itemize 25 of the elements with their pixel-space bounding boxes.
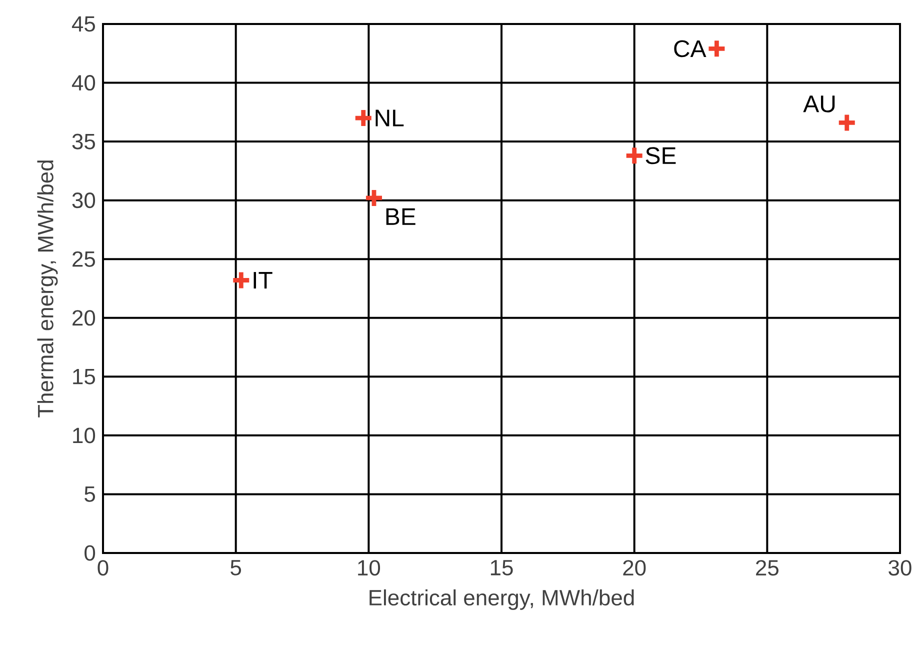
x-tick-label: 10 [358, 560, 380, 576]
x-tick-label: 25 [756, 560, 778, 576]
y-tick-label: 40 [72, 75, 96, 91]
y-tick-label: 15 [73, 368, 95, 384]
y-tick-label: 25 [72, 251, 95, 267]
x-tick-label: 15 [490, 560, 513, 576]
x-axis-title: Electrical energy, MWh/bed [370, 589, 634, 610]
y-tick-label: 20 [72, 310, 96, 326]
y-tick-label: 10 [73, 428, 96, 444]
y-tick-label: 0 [84, 545, 96, 561]
annotation: NL [376, 110, 404, 126]
y-tick-label: 35 [72, 134, 95, 150]
x-tick-label: 20 [623, 560, 646, 576]
x-tick-label: 5 [230, 560, 242, 576]
annotation: IT [254, 272, 272, 289]
y-tick-label: 30 [72, 192, 96, 208]
y-tick-label: 45 [72, 16, 95, 32]
annotation: SE [646, 147, 676, 164]
y-tick-label: 5 [84, 486, 95, 502]
annotation: CA [674, 40, 706, 58]
annotation: AU [803, 96, 835, 112]
annotation: BE [386, 208, 416, 225]
x-tick-label: 0 [98, 560, 108, 576]
y-axis-title: Thermal energy, MWh/bed [37, 160, 58, 418]
x-tick-label: 30 [888, 560, 912, 576]
